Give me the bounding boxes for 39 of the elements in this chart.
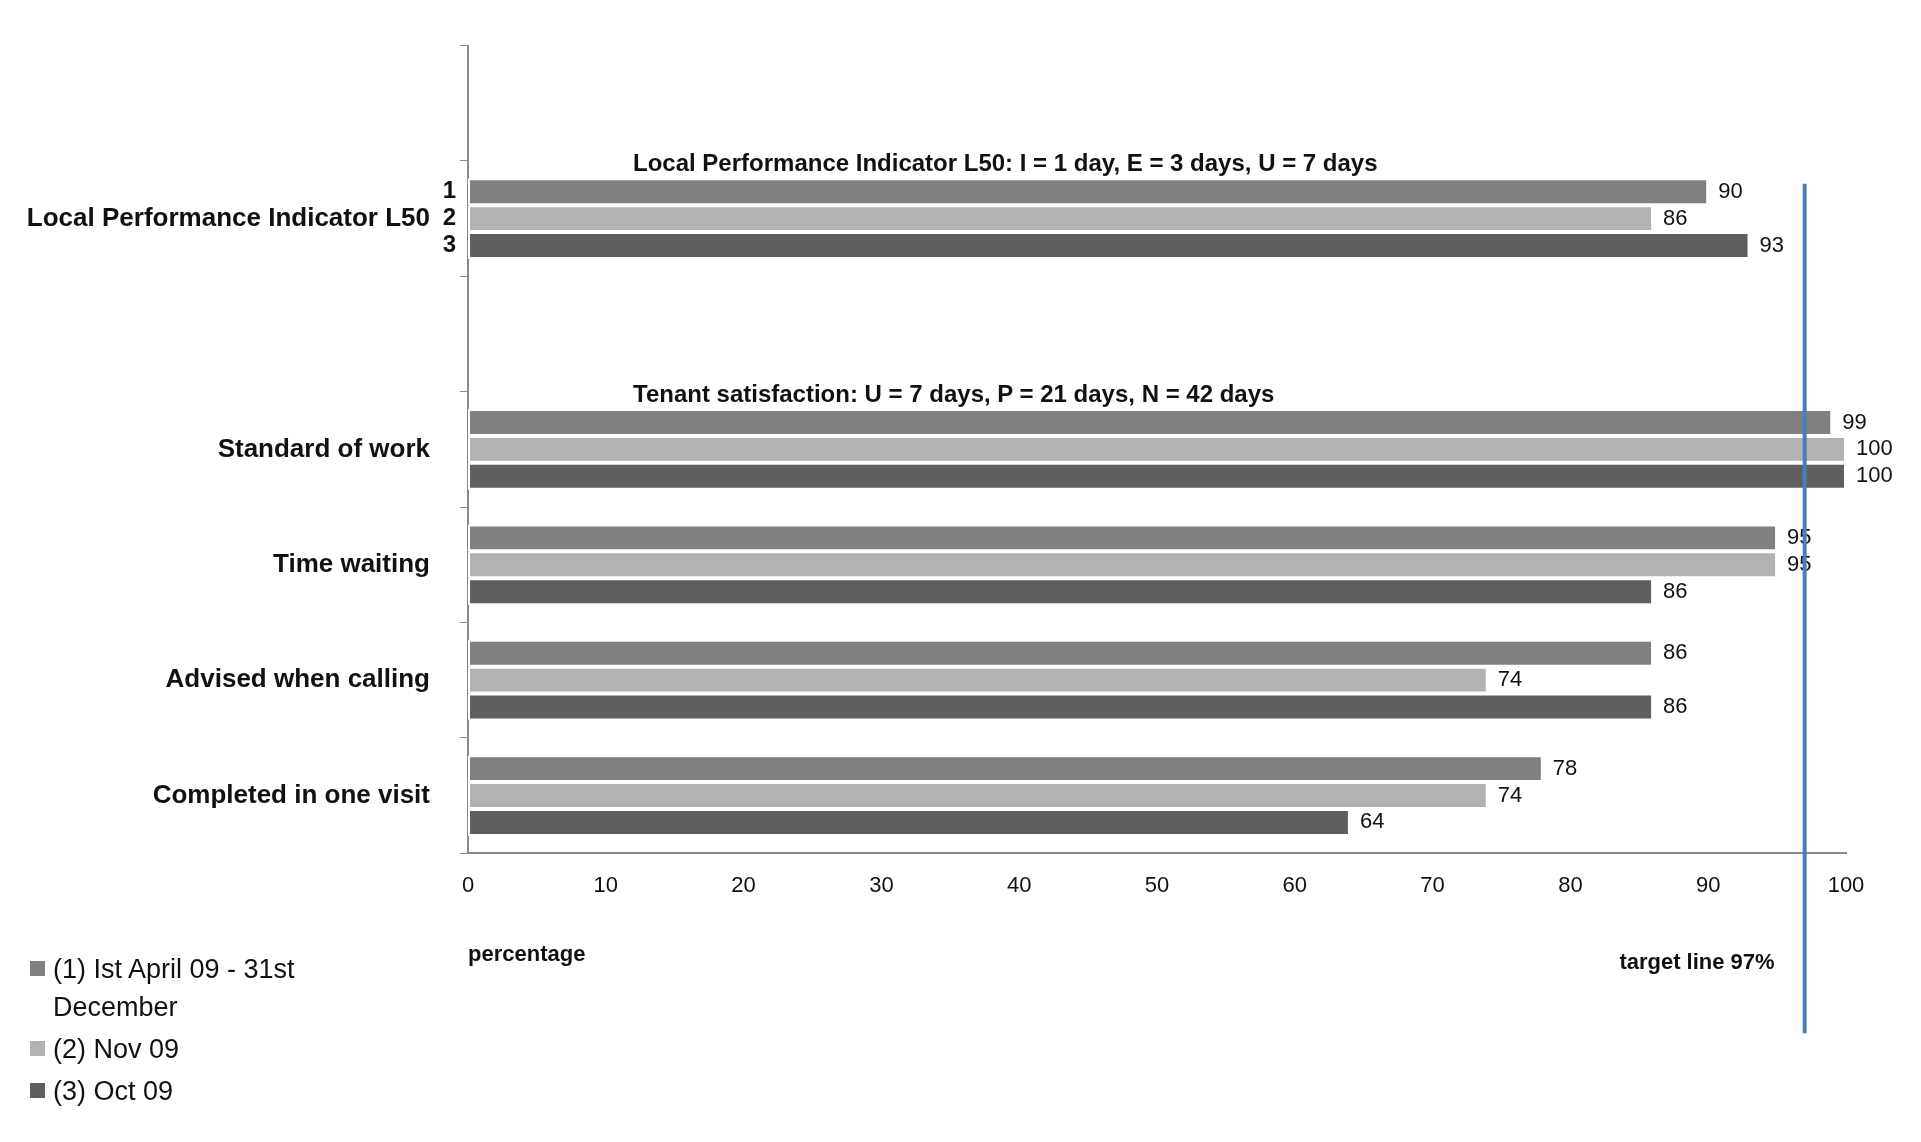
annotation: Local Performance Indicator L50: I = 1 day, E = 3 days, U = 7 days bbox=[633, 148, 1378, 176]
data-label: 90 bbox=[1718, 177, 1743, 203]
text: 1 bbox=[442, 176, 456, 204]
data-label: 93 bbox=[1759, 231, 1785, 257]
x-tick-label: 50 bbox=[1144, 872, 1170, 898]
data-label: 86 bbox=[1663, 204, 1688, 230]
data-label: 86 bbox=[1663, 693, 1688, 719]
y-tick-label: Advised when calling bbox=[165, 663, 430, 694]
legend-label: (2) Nov 09 bbox=[53, 1033, 180, 1066]
x-tick-label: 20 bbox=[731, 872, 756, 898]
x-tick-label: 100 bbox=[1827, 872, 1865, 898]
y-tick-label: Local Performance Indicator L50 bbox=[26, 201, 430, 232]
x-tick-label: 40 bbox=[1006, 872, 1032, 898]
data-label: 100 bbox=[1856, 435, 1893, 461]
annotation: Tenant satisfaction: U = 7 days, P = 21 days, N = 42 days bbox=[633, 379, 1275, 407]
x-tick-label: 30 bbox=[869, 872, 894, 898]
legend-label: (1) Ist April 09 - 31st December bbox=[53, 953, 296, 1024]
x-axis-title: percentage bbox=[468, 940, 586, 966]
y-tick-label: Standard of work bbox=[217, 432, 431, 463]
data-label: 86 bbox=[1663, 639, 1688, 665]
ref-line-label: target line 97% bbox=[1619, 949, 1775, 975]
y-tick-label: Completed in one visit bbox=[152, 778, 431, 809]
x-tick-label: 80 bbox=[1558, 872, 1583, 898]
data-label: 74 bbox=[1497, 666, 1523, 692]
data-label: 86 bbox=[1663, 577, 1688, 603]
y-tick-label: Time waiting bbox=[273, 547, 430, 578]
x-tick-label: 60 bbox=[1282, 872, 1308, 898]
text: 3 bbox=[442, 230, 456, 258]
x-tick-label: 90 bbox=[1695, 872, 1721, 898]
x-tick-label: 70 bbox=[1420, 872, 1445, 898]
data-label: 64 bbox=[1359, 808, 1385, 834]
data-label: 78 bbox=[1552, 754, 1578, 780]
x-tick-label: 0 bbox=[461, 872, 475, 898]
legend-label: (3) Oct 09 bbox=[53, 1075, 174, 1108]
text: 2 bbox=[442, 203, 456, 231]
x-tick-label: 10 bbox=[593, 872, 619, 898]
data-label: 74 bbox=[1497, 781, 1523, 807]
data-label: 99 bbox=[1842, 408, 1867, 434]
data-label: 100 bbox=[1856, 462, 1893, 488]
